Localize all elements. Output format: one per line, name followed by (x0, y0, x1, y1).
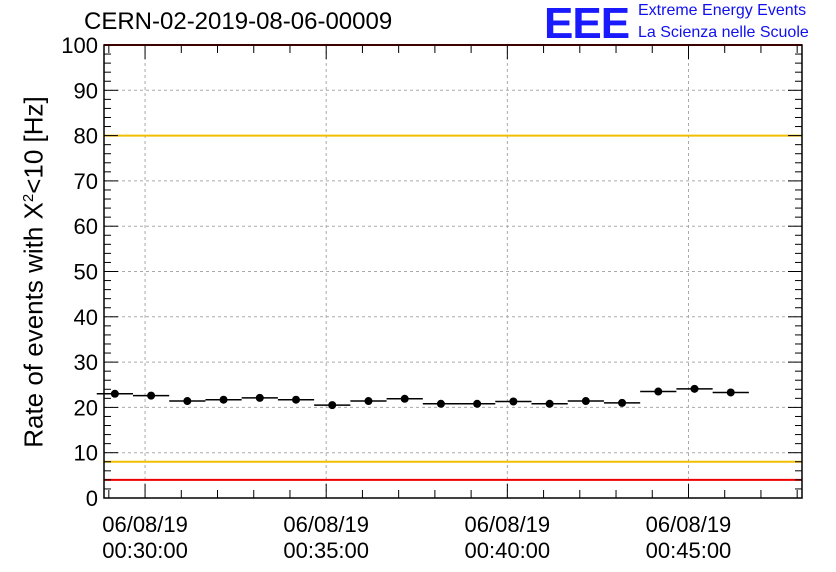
data-point (147, 391, 156, 400)
x-tick-label-date: 06/08/19 (646, 512, 732, 537)
data-point (219, 395, 228, 404)
data-point (473, 399, 482, 408)
data-point (400, 394, 409, 403)
x-tick-label-time: 00:30:00 (102, 538, 188, 563)
eee-logo: EEE (544, 0, 630, 48)
data-point (581, 397, 590, 406)
chart-title: CERN-02-2019-08-06-00009 (84, 8, 393, 35)
x-tick-label-time: 00:40:00 (465, 538, 551, 563)
y-tick-label: 100 (61, 33, 98, 58)
data-point (545, 399, 554, 408)
y-tick-label: 90 (74, 78, 98, 103)
y-tick-label: 70 (74, 169, 98, 194)
data-point (110, 389, 119, 398)
y-tick-label: 60 (74, 214, 98, 239)
data-point (328, 401, 337, 410)
y-tick-label: 0 (86, 486, 98, 511)
data-point (292, 395, 301, 404)
data-point (364, 397, 373, 406)
data-point (654, 387, 663, 396)
data-point (726, 388, 735, 397)
x-tick-label-date: 06/08/19 (465, 512, 551, 537)
data-point (618, 398, 627, 407)
y-tick-label: 30 (74, 350, 98, 375)
y-tick-label: 20 (74, 395, 98, 420)
y-tick-label: 40 (74, 305, 98, 330)
logo-line-1: Extreme Energy Events (638, 2, 807, 19)
logo-line-2: La Scienza nelle Scuole (638, 24, 809, 41)
x-tick-label-date: 06/08/19 (283, 512, 369, 537)
x-tick-label-date: 06/08/19 (102, 512, 188, 537)
y-tick-label: 50 (74, 260, 98, 285)
data-point (436, 399, 445, 408)
y-tick-label: 80 (74, 124, 98, 149)
data-point (690, 384, 699, 393)
y-tick-label: 10 (74, 441, 98, 466)
x-tick-label-time: 00:35:00 (283, 538, 369, 563)
data-point (183, 397, 192, 406)
x-tick-label-time: 00:45:00 (646, 538, 732, 563)
data-point (255, 393, 264, 402)
data-point (509, 397, 518, 406)
